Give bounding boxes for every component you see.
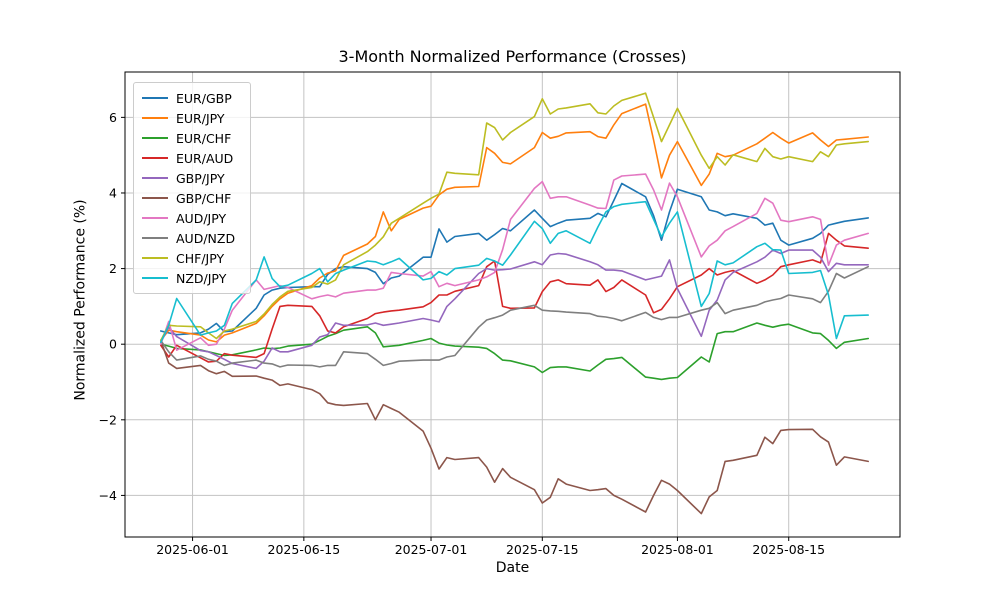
legend-item-eur-gbp: EUR/GBP — [142, 88, 242, 108]
legend-label: NZD/JPY — [176, 270, 227, 286]
y-axis-label-wrap: Normalized Performance (%) — [70, 0, 92, 600]
series-line-eur-chf — [160, 322, 870, 381]
legend-item-eur-aud: EUR/AUD — [142, 148, 242, 168]
legend-item-chf-jpy: CHF/JPY — [142, 248, 242, 268]
series-line-aud-nzd — [160, 265, 870, 368]
legend-label: AUD/JPY — [176, 210, 227, 226]
legend-line-swatch-icon — [142, 216, 168, 220]
legend-label: EUR/CHF — [176, 130, 232, 146]
x-tick-label: 2025-08-01 — [641, 542, 714, 557]
legend-item-nzd-jpy: NZD/JPY — [142, 268, 242, 288]
legend-label: GBP/CHF — [176, 190, 232, 206]
legend-line-swatch-icon — [142, 236, 168, 240]
y-axis-label: Normalized Performance (%) — [73, 199, 89, 401]
x-tick-label: 2025-07-01 — [395, 542, 468, 557]
legend-item-gbp-jpy: GBP/JPY — [142, 168, 242, 188]
x-axis-label: Date — [495, 560, 530, 576]
series-line-gbp-chf — [160, 339, 870, 515]
legend-line-swatch-icon — [142, 276, 168, 280]
y-tick-label: 6 — [109, 110, 117, 125]
legend-label: EUR/GBP — [176, 90, 232, 106]
legend-line-swatch-icon — [142, 156, 168, 160]
series-line-aud-jpy — [160, 173, 870, 352]
legend-item-gbp-chf: GBP/CHF — [142, 188, 242, 208]
y-tick-label: 4 — [109, 185, 117, 200]
legend-label: AUD/NZD — [176, 230, 236, 246]
legend-label: GBP/JPY — [176, 170, 225, 186]
legend-line-swatch-icon — [142, 196, 168, 200]
series-line-gbp-jpy — [160, 249, 870, 370]
chart-title: 3-Month Normalized Performance (Crosses) — [338, 47, 687, 66]
series-line-eur-gbp — [160, 182, 870, 336]
series-line-eur-aud — [160, 232, 870, 363]
y-tick-label: 0 — [109, 337, 117, 352]
series-line-eur-jpy — [160, 103, 870, 343]
legend-label: EUR/JPY — [176, 110, 225, 126]
y-tick-label: −4 — [99, 488, 117, 503]
plot-border — [124, 71, 901, 538]
series-line-chf-jpy — [160, 92, 870, 342]
legend-item-aud-nzd: AUD/NZD — [142, 228, 242, 248]
legend: EUR/GBP EUR/JPY EUR/CHF EUR/AUD GBP/JPY GBP/C… — [133, 82, 251, 294]
y-tick-label: −2 — [99, 412, 117, 427]
x-tick-label: 2025-06-01 — [156, 542, 229, 557]
x-tick-label: 2025-08-15 — [752, 542, 825, 557]
legend-line-swatch-icon — [142, 116, 168, 120]
legend-item-aud-jpy: AUD/JPY — [142, 208, 242, 228]
legend-line-swatch-icon — [142, 176, 168, 180]
series-line-nzd-jpy — [160, 200, 870, 344]
legend-label: CHF/JPY — [176, 250, 225, 266]
legend-label: EUR/AUD — [176, 150, 234, 166]
x-tick-label: 2025-07-15 — [506, 542, 579, 557]
legend-item-eur-jpy: EUR/JPY — [142, 108, 242, 128]
legend-line-swatch-icon — [142, 136, 168, 140]
legend-line-swatch-icon — [142, 96, 168, 100]
y-tick-label: 2 — [109, 261, 117, 276]
legend-line-swatch-icon — [142, 256, 168, 260]
legend-item-eur-chf: EUR/CHF — [142, 128, 242, 148]
x-tick-label: 2025-06-15 — [268, 542, 341, 557]
